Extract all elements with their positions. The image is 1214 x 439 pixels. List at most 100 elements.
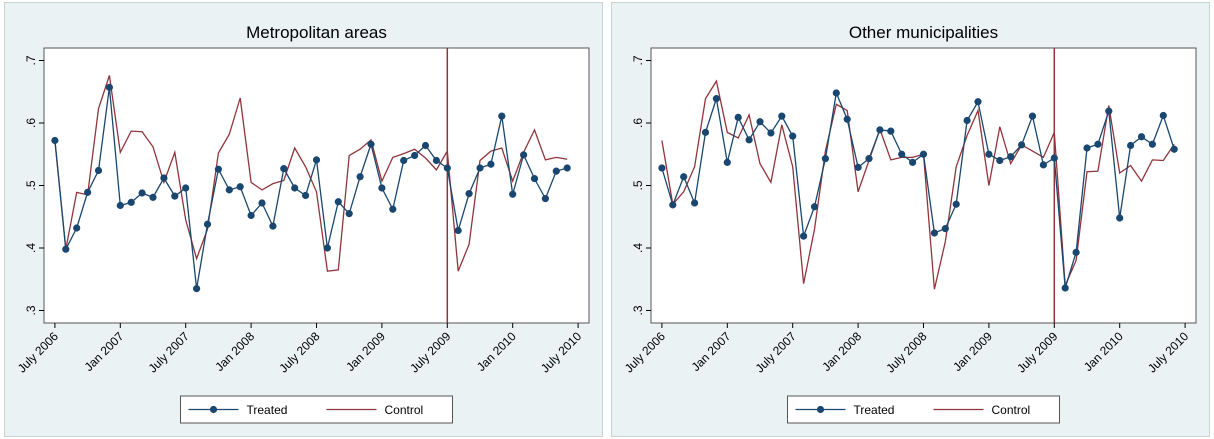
data-point — [952, 200, 960, 208]
data-point — [421, 141, 430, 150]
data-point — [454, 226, 462, 235]
plot-area — [650, 47, 1197, 324]
y-tick-label: .6 — [24, 118, 38, 128]
data-point — [1127, 141, 1135, 150]
data-point — [669, 201, 677, 209]
data-point — [876, 126, 884, 134]
data-point — [51, 136, 59, 145]
data-point — [941, 225, 949, 233]
y-tick-label: .5 — [24, 180, 38, 190]
data-point — [919, 150, 928, 158]
data-point — [356, 173, 364, 181]
data-point — [138, 189, 146, 197]
data-point — [280, 165, 288, 173]
data-point — [821, 155, 830, 163]
data-point — [843, 115, 851, 123]
data-point — [367, 140, 375, 148]
data-point — [1083, 144, 1091, 152]
data-point — [411, 151, 419, 160]
series-line — [661, 79, 1175, 290]
legend-label: Treated — [854, 403, 895, 417]
data-point — [1159, 111, 1167, 120]
data-point — [898, 150, 906, 158]
data-point — [854, 163, 862, 171]
data-point — [73, 224, 81, 232]
data-point — [723, 158, 731, 166]
data-point — [62, 245, 70, 253]
data-point — [94, 166, 103, 175]
legend-marker — [209, 405, 218, 414]
data-point — [171, 192, 179, 200]
data-point — [1105, 107, 1113, 115]
data-point — [400, 156, 408, 165]
data-point — [465, 190, 473, 198]
data-point — [563, 164, 571, 172]
data-point — [193, 285, 201, 293]
data-point — [487, 160, 495, 168]
data-point — [680, 173, 688, 181]
data-point — [225, 186, 233, 194]
data-point — [701, 128, 710, 136]
data-point — [756, 118, 764, 126]
data-point — [520, 151, 528, 159]
y-tick-label: .3 — [24, 305, 38, 315]
data-point — [1148, 140, 1156, 148]
data-point — [541, 195, 550, 203]
data-point — [745, 136, 753, 144]
data-point — [258, 199, 266, 207]
data-point — [214, 165, 222, 173]
data-point — [378, 184, 386, 192]
legend-label: Control — [992, 403, 1031, 417]
data-point — [1072, 248, 1080, 256]
legend — [180, 395, 453, 424]
legend-label: Control — [385, 403, 424, 417]
data-point — [1050, 154, 1058, 162]
data-point — [832, 89, 840, 97]
data-point — [1094, 140, 1102, 148]
y-tick-label: .6 — [631, 118, 645, 128]
data-point — [691, 199, 699, 207]
data-point — [1061, 284, 1069, 292]
chart-title: Other municipalities — [849, 23, 998, 42]
data-point — [930, 229, 939, 237]
data-point — [963, 116, 971, 125]
data-point — [236, 183, 244, 191]
data-point — [1170, 145, 1178, 153]
data-point — [985, 150, 993, 158]
data-point — [334, 198, 342, 206]
data-point — [552, 167, 560, 175]
data-point — [530, 175, 539, 183]
data-point — [127, 198, 135, 206]
data-point — [443, 164, 451, 172]
y-tick-label: .4 — [24, 243, 38, 253]
data-point — [778, 112, 786, 120]
y-tick-label: .3 — [631, 305, 645, 315]
data-point — [810, 203, 819, 211]
data-point — [767, 129, 775, 137]
y-tick-label: .5 — [631, 180, 645, 190]
data-point — [476, 164, 484, 172]
data-point — [389, 205, 397, 213]
plot-area — [43, 47, 590, 324]
data-point — [1028, 112, 1037, 120]
data-point — [269, 222, 277, 230]
data-point — [509, 190, 517, 198]
data-point — [789, 132, 797, 140]
data-point — [203, 220, 212, 228]
data-point — [291, 184, 299, 192]
y-tick-label: .7 — [24, 55, 38, 65]
data-point — [182, 184, 190, 192]
data-point — [887, 127, 895, 135]
y-tick-label: .4 — [631, 243, 645, 253]
data-point — [498, 112, 506, 120]
data-point — [312, 156, 321, 164]
data-point — [345, 210, 353, 218]
data-point — [1007, 153, 1015, 161]
data-point — [149, 193, 157, 201]
data-point — [105, 83, 113, 91]
data-point — [909, 158, 917, 166]
data-point — [974, 98, 982, 106]
data-point — [1116, 214, 1124, 222]
y-tick-label: .7 — [631, 55, 645, 65]
